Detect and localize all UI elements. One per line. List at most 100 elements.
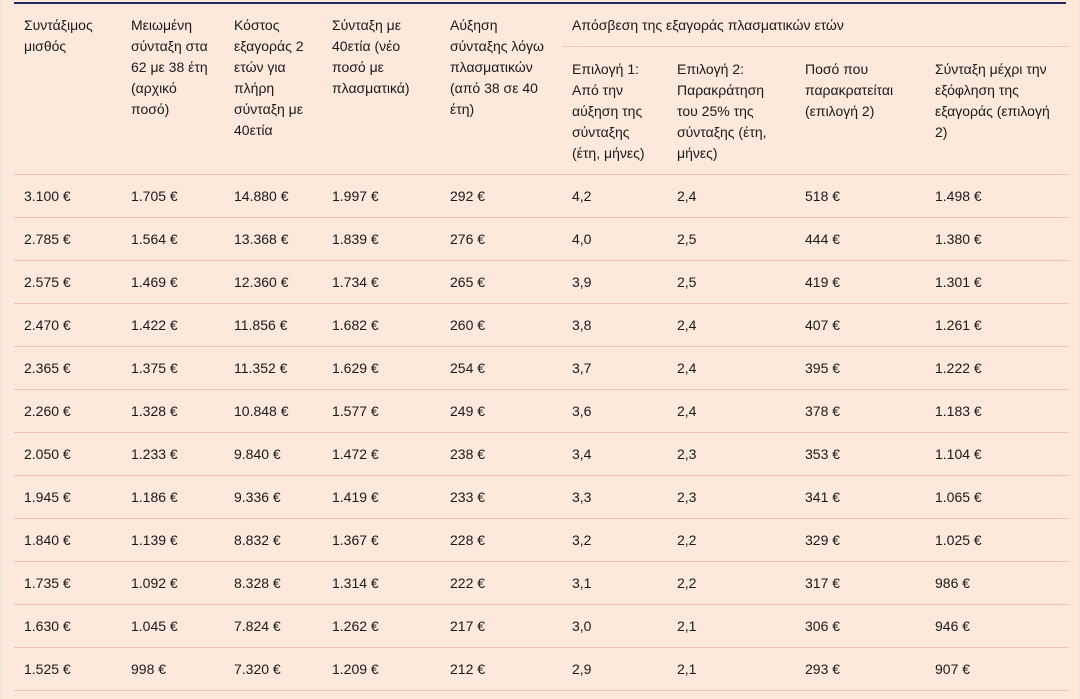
cell-salary: 2.365 € [14,346,121,390]
cell-cost: 12.360 € [224,260,322,304]
cell-option2: 2,1 [667,647,795,691]
cell-withheld: 293 € [795,647,925,691]
cell-salary: 1.735 € [14,561,121,605]
cell-option1: 3,4 [562,432,667,476]
header-until-paid: Σύνταξη μέχρι την εξόφληση της εξαγοράς … [925,46,1069,175]
table-row: 2.260 €1.328 €10.848 €1.577 €249 €3,6 2,4… [14,389,1069,433]
cell-salary: 2.050 € [14,432,121,476]
header-pension-40: Σύνταξη με 40ετία (νέο ποσό με πλασματικ… [322,4,440,175]
cell-until-paid: 907 € [925,647,1069,691]
cell-increase: 222 € [440,561,562,605]
cell-withheld: 341 € [795,475,925,519]
cell-increase: 233 € [440,475,562,519]
top-border [14,2,1066,4]
header-increase: Αύξηση σύνταξης λόγω πλασματικών (από 38… [440,4,562,175]
cell-until-paid: 1.380 € [925,217,1069,261]
table-row: 2.575 €1.469 €12.360 €1.734 €265 €3,9 2,5… [14,260,1069,304]
cell-pension40: 1.367 € [322,518,440,562]
cell-option2: 2,1 [667,604,795,648]
table-body: 3.100 €1.705 €14.880 €1.997 €292 €4,2 2,4… [14,174,1069,691]
cell-until-paid: 1.498 € [925,174,1069,218]
cell-salary: 1.840 € [14,518,121,562]
cell-withheld: 419 € [795,260,925,304]
cell-pension40: 1.314 € [322,561,440,605]
cell-salary: 1.945 € [14,475,121,519]
cell-increase: 238 € [440,432,562,476]
pension-table: Συντάξιμος μισθός Μειωμένη σύνταξη στα 6… [14,4,1069,691]
cell-increase: 228 € [440,518,562,562]
cell-salary: 2.575 € [14,260,121,304]
cell-reduced: 1.186 € [121,475,224,519]
cell-withheld: 407 € [795,303,925,347]
cell-option2: 2,4 [667,389,795,433]
header-withheld: Ποσό που παρακρατείται (επιλογή 2) [795,46,925,175]
header-option-2: Επιλογή 2: Παρακράτηση του 25% της σύντα… [667,46,795,175]
cell-until-paid: 1.222 € [925,346,1069,390]
cell-reduced: 1.045 € [121,604,224,648]
cell-until-paid: 1.025 € [925,518,1069,562]
cell-reduced: 1.422 € [121,303,224,347]
header-reduced-pension: Μειωμένη σύνταξη στα 62 με 38 έτη (αρχικ… [121,4,224,175]
cell-withheld: 518 € [795,174,925,218]
cell-increase: 249 € [440,389,562,433]
cell-cost: 13.368 € [224,217,322,261]
cell-reduced: 1.375 € [121,346,224,390]
cell-pension40: 1.734 € [322,260,440,304]
cell-pension40: 1.472 € [322,432,440,476]
header-purchase-cost: Κόστος εξαγοράς 2 ετών για πλήρη σύνταξη… [224,4,322,175]
cell-cost: 9.840 € [224,432,322,476]
cell-cost: 8.328 € [224,561,322,605]
cell-until-paid: 946 € [925,604,1069,648]
cell-option1: 2,9 [562,647,667,691]
cell-reduced: 1.564 € [121,217,224,261]
cell-withheld: 329 € [795,518,925,562]
cell-option1: 3,7 [562,346,667,390]
cell-withheld: 353 € [795,432,925,476]
cell-pension40: 1.839 € [322,217,440,261]
cell-salary: 3.100 € [14,174,121,218]
header-amortization-group: Απόσβεση της εξαγοράς πλασματικών ετών [562,4,1069,47]
cell-cost: 10.848 € [224,389,322,433]
cell-option1: 3,9 [562,260,667,304]
cell-reduced: 1.233 € [121,432,224,476]
cell-until-paid: 1.301 € [925,260,1069,304]
cell-option2: 2,5 [667,217,795,261]
cell-reduced: 1.705 € [121,174,224,218]
cell-pension40: 1.577 € [322,389,440,433]
cell-reduced: 1.092 € [121,561,224,605]
cell-increase: 292 € [440,174,562,218]
cell-option1: 3,3 [562,475,667,519]
cell-increase: 217 € [440,604,562,648]
cell-pension40: 1.262 € [322,604,440,648]
cell-option1: 3,2 [562,518,667,562]
table-row: 1.840 €1.139 €8.832 €1.367 €228 €3,2 2,2 3… [14,518,1069,562]
cell-salary: 1.630 € [14,604,121,648]
cell-withheld: 444 € [795,217,925,261]
cell-cost: 11.352 € [224,346,322,390]
cell-pension40: 1.419 € [322,475,440,519]
cell-option2: 2,4 [667,174,795,218]
table-row: 2.050 €1.233 €9.840 €1.472 €238 €3,4 2,3 3… [14,432,1069,476]
table-row: 1.525 €998 €7.320 €1.209 €212 €2,9 2,1 293… [14,647,1069,691]
cell-withheld: 306 € [795,604,925,648]
header-option-1: Επιλογή 1: Από την αύξηση της σύνταξης (… [562,46,667,175]
cell-increase: 212 € [440,647,562,691]
cell-salary: 2.785 € [14,217,121,261]
cell-pension40: 1.997 € [322,174,440,218]
table-row: 1.945 €1.186 €9.336 €1.419 €233 €3,3 2,3 3… [14,475,1069,519]
cell-option1: 3,1 [562,561,667,605]
cell-cost: 9.336 € [224,475,322,519]
cell-option2: 2,3 [667,475,795,519]
cell-option2: 2,4 [667,303,795,347]
table-row: 2.785 €1.564 €13.368 €1.839 €276 €4,0 2,5… [14,217,1069,261]
header-salary: Συντάξιμος μισθός [14,4,121,175]
table-row: 1.630 €1.045 €7.824 €1.262 €217 €3,0 2,1 3… [14,604,1069,648]
cell-withheld: 317 € [795,561,925,605]
cell-until-paid: 1.261 € [925,303,1069,347]
table-row: 1.735 €1.092 €8.328 €1.314 €222 €3,1 2,2 3… [14,561,1069,605]
cell-option1: 3,0 [562,604,667,648]
cell-option1: 3,8 [562,303,667,347]
cell-option2: 2,2 [667,518,795,562]
cell-pension40: 1.209 € [322,647,440,691]
